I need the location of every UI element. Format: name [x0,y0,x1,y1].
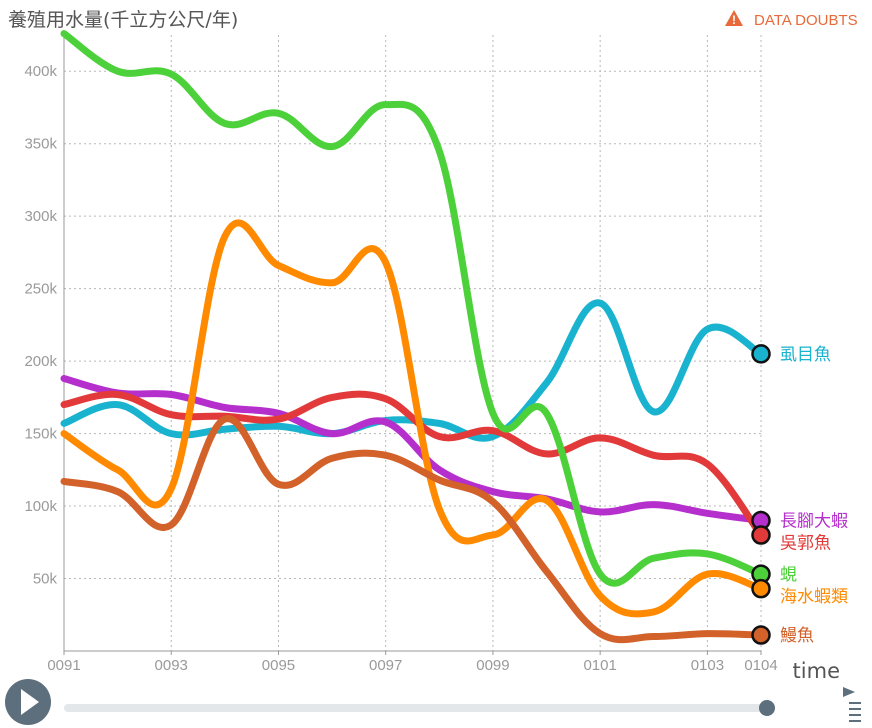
series-line[interactable] [60,219,765,618]
x-tick-label: 0091 [47,657,80,674]
y-tick-label: 100k [24,498,57,515]
settings-button[interactable] [843,687,861,722]
y-tick-label: 150k [24,426,57,443]
x-tick-label: 0097 [369,657,402,674]
series-line[interactable] [60,30,765,587]
slider-handle[interactable] [759,700,775,716]
series-line[interactable] [60,375,765,525]
y-tick-label: 200k [24,353,57,370]
series-label[interactable]: 鰻魚 [780,626,814,646]
y-tick-label: 350k [24,136,57,153]
warning-icon [725,10,743,26]
x-tick-label: 0095 [262,657,295,674]
y-tick-label: 300k [24,208,57,225]
x-tick-label: 0103 [691,657,724,674]
y-axis-label[interactable]: 養殖用水量(千立方公尺/年) [8,9,238,31]
y-tick-label: 400k [24,63,57,80]
x-tick-label: 0093 [155,657,188,674]
data-doubts-button[interactable]: ! DATA DOUBTS [725,10,858,29]
y-tick-label: 50k [33,571,58,588]
play-button[interactable] [5,679,51,725]
x-tick-label: 0104 [744,657,777,674]
series-label[interactable]: 吳郭魚 [780,534,831,554]
series-line[interactable] [60,415,765,644]
x-tick-label: 0101 [583,657,616,674]
x-axis-label[interactable]: time [793,659,840,683]
y-tick-label: 250k [24,281,57,298]
play-icon [21,689,39,715]
series-end-marker[interactable] [751,344,771,364]
time-slider[interactable] [64,700,775,716]
series-label[interactable]: 蜆 [780,565,797,585]
series-end-marker[interactable] [751,625,771,645]
data-doubts-label: DATA DOUBTS [754,12,858,29]
series-markers [751,344,771,645]
series-lines [60,30,765,644]
series-label[interactable]: 長腳大蝦 [780,512,848,532]
series-end-marker[interactable] [751,578,771,599]
series-end-marker[interactable] [751,525,771,545]
warning-icon-mark: ! [732,13,736,27]
axes: 50k 100k 150k 200k 250k 300k 350k 400k 0091 0093 0… [24,35,778,674]
series-label[interactable]: 海水蝦類 [780,587,848,607]
x-tick-label: 0099 [476,657,509,674]
series-label[interactable]: 虱目魚 [780,345,831,365]
settings-icon [843,687,855,697]
